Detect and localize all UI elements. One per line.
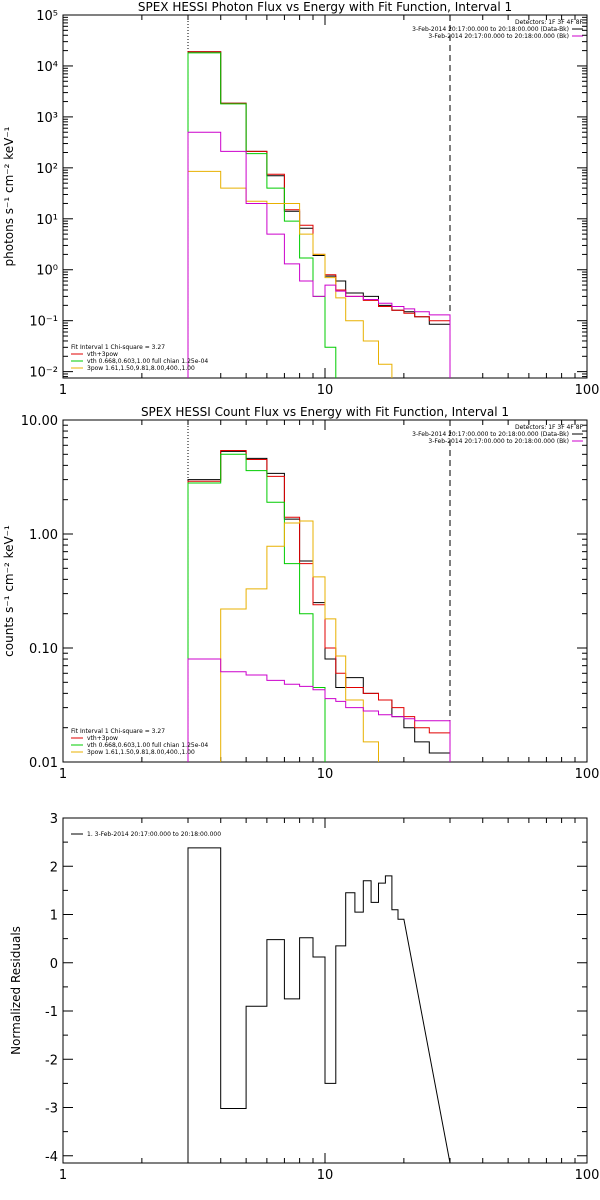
y-tick-label: -2 — [45, 1053, 58, 1068]
y-axis-label: photons s⁻¹ cm⁻² keV⁻¹ — [2, 126, 16, 266]
y-tick-label: -4 — [45, 1150, 58, 1165]
chart-title: SPEX HESSI Count Flux vs Energy with Fit… — [141, 405, 509, 419]
y-tick-label: 10⁴ — [36, 60, 58, 75]
series-line-vth-3pow — [187, 450, 451, 762]
legend-bottom-left-item: vth+3pow — [87, 351, 118, 358]
legend-bottom-left-item: vth+3pow — [87, 735, 118, 742]
panel-3: 1 10 100 -4 -3 -2 -1 0 1 2 3 Normalized Residuals 1.… — [9, 812, 599, 1183]
y-tick-label: 10³ — [36, 111, 58, 126]
legend-top-right-item: 3-Feb-2014 20:17:00.000 to 20:18:00.000 … — [428, 33, 569, 40]
y-tick-label: -3 — [45, 1102, 58, 1117]
x-tick-label: 100 — [575, 383, 600, 398]
legend-bottom-left-item: Fit Interval 1 Chi-square = 3.27 — [71, 344, 165, 351]
x-tick-label: 1 — [59, 767, 67, 782]
legend-top-right-item: 3-Feb-2014 20:17:00.000 to 20:18:00.000 … — [412, 431, 569, 438]
x-tick-label: 100 — [575, 767, 600, 782]
y-tick-label: -1 — [45, 1005, 58, 1020]
legend-top-right-item: Detectors: 1F 3F 4F 8F — [515, 19, 584, 26]
series-line-vth — [187, 52, 337, 378]
legend-bottom-left-item: 3pow 1.61,1.50,9.81,8.00,400.,1.00 — [87, 749, 195, 756]
series-line-0 — [187, 847, 451, 1163]
series-line-bk — [187, 658, 451, 762]
y-tick-label: 0 — [50, 957, 58, 972]
y-tick-label: 1 — [50, 909, 58, 924]
y-tick-label: 10¹ — [36, 213, 58, 228]
x-tick-label: 100 — [575, 1168, 600, 1183]
panel-1: SPEX HESSI Photon Flux vs Energy with Fi… — [2, 0, 599, 398]
x-tick-label: 10 — [317, 1168, 334, 1183]
y-axis-label: counts s⁻¹ cm⁻² keV⁻¹ — [2, 525, 16, 657]
y-tick-label: 3 — [50, 812, 58, 827]
series-line-data-bk — [187, 450, 451, 762]
y-tick-label: 0.10 — [29, 642, 58, 657]
legend-top-right-item: 3-Feb-2014 20:17:00.000 to 20:18:00.000 … — [412, 26, 569, 33]
y-axis-label: Normalized Residuals — [9, 926, 23, 1055]
x-tick-label: 10 — [317, 383, 334, 398]
y-tick-label: 10² — [36, 162, 58, 177]
y-tick-label: 1.00 — [29, 528, 58, 543]
legend-bottom-left-item: vth 0.668,0.603,1.00 full chian 1.25e-04 — [87, 358, 208, 365]
series-line-3pow — [220, 520, 379, 762]
legend-bottom-left-item: Fit Interval 1 Chi-square = 3.27 — [71, 728, 165, 735]
series-line-vth — [187, 453, 326, 762]
y-tick-label: 10.00 — [21, 414, 58, 429]
x-tick-label: 1 — [59, 1168, 67, 1183]
y-tick-label: 0.01 — [29, 756, 58, 771]
legend-top-right-item: Detectors: 1F 3F 4F 8F — [515, 424, 584, 431]
series-line-bk — [187, 131, 451, 378]
y-tick-label: 10⁵ — [36, 9, 58, 24]
x-tick-label: 1 — [59, 383, 67, 398]
legend-bottom-left-item: vth 0.668,0.603,1.00 full chian 1.25e-04 — [87, 742, 208, 749]
legend-bottom-left-item: 3pow 1.61,1.50,9.81,8.00,400.,1.00 — [87, 365, 195, 372]
series-group — [187, 51, 451, 378]
legend-top-left-item: 1. 3-Feb-2014 20:17:00.000 to 20:18:00.0… — [87, 831, 221, 838]
y-tick-label: 10⁻¹ — [29, 315, 58, 330]
series-line-3pow — [187, 170, 393, 378]
y-tick-label: 10⁰ — [36, 264, 58, 279]
x-tick-label: 10 — [317, 767, 334, 782]
y-tick-label: 10⁻² — [29, 366, 58, 381]
series-group — [187, 847, 451, 1163]
panel-2: SPEX HESSI Count Flux vs Energy with Fit… — [2, 405, 599, 782]
series-group — [187, 450, 451, 762]
legend-top-right-item: 3-Feb-2014 20:17:00.000 to 20:18:00.000 … — [428, 438, 569, 445]
y-tick-label: 2 — [50, 860, 58, 875]
chart-title: SPEX HESSI Photon Flux vs Energy with Fi… — [138, 0, 512, 14]
